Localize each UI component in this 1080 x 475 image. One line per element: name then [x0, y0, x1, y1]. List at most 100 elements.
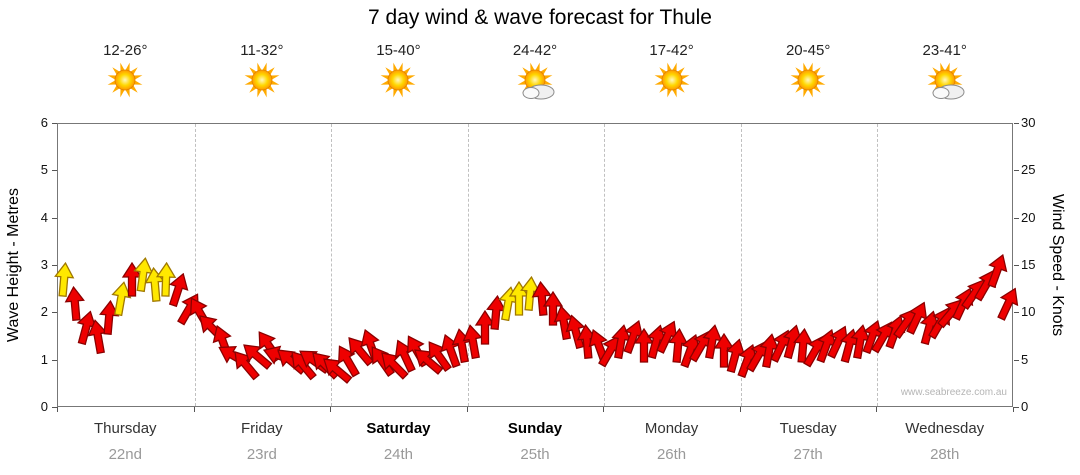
left-axis-tick-label: 5 [40, 162, 48, 178]
wind-arrow [380, 352, 409, 381]
left-axis-tick [52, 170, 57, 172]
x-axis-tick [1013, 407, 1014, 412]
wind-arrow [64, 285, 86, 321]
day-grid-line [467, 124, 469, 406]
right-axis-tick-label: 20 [1021, 209, 1036, 225]
day-name-label: Friday [241, 420, 283, 437]
chart-title: 7 day wind & wave forecast for Thule [368, 6, 712, 29]
left-axis-tick [52, 123, 57, 124]
wind-arrow [428, 341, 453, 372]
left-axis-tick-label: 4 [40, 209, 48, 225]
left-axis-tick [52, 217, 57, 219]
right-axis-tick-label: 0 [1021, 399, 1029, 414]
wind-arrow [338, 344, 361, 378]
x-axis-tick [739, 407, 741, 412]
wind-arrow [486, 295, 507, 331]
left-axis-tick [52, 407, 57, 408]
right-axis-tick-label: 5 [1021, 351, 1029, 367]
wind-arrow [850, 323, 871, 359]
wind-arrow [53, 262, 75, 298]
day-grid-line [740, 124, 742, 406]
day-date-label: 28th [930, 446, 960, 463]
wind-arrow [474, 309, 495, 345]
left-axis-tick [52, 359, 57, 361]
wind-arrow [725, 338, 746, 374]
wind-arrow [87, 319, 108, 355]
left-axis-tick [52, 265, 57, 266]
day-date-label: 25th [520, 446, 550, 463]
partly-cloudy-icon [922, 62, 968, 106]
left-axis-tick-label: 6 [40, 115, 48, 130]
sun-icon [102, 62, 148, 106]
sun-icon [649, 62, 695, 106]
right-axis-tick-label: 30 [1021, 115, 1036, 130]
sun-icon [785, 62, 831, 106]
right-axis-tick-label: 25 [1021, 162, 1036, 178]
wind-arrow [133, 257, 154, 293]
right-axis-tick [1014, 312, 1019, 314]
left-axis-tick [52, 312, 57, 314]
left-axis-tick-label: 1 [40, 351, 48, 367]
wind-arrow [322, 358, 353, 385]
x-axis-tick [876, 407, 878, 412]
plot-area: www.seabreeze.com.au [53, 123, 1019, 407]
day-grid-line [194, 124, 196, 406]
wind-arrow [234, 351, 260, 381]
wind-arrow [656, 320, 678, 354]
wind-arrow [531, 280, 552, 317]
temperature-label: 17-42° [649, 42, 694, 59]
right-axis-tick [1014, 123, 1019, 124]
day-date-label: 24th [383, 446, 414, 463]
temperature-label: 20-45° [785, 42, 831, 59]
wind-arrow [243, 344, 273, 370]
x-axis-tick [193, 407, 195, 412]
left-axis-tick-label: 2 [40, 304, 48, 320]
wind-arrow [702, 323, 723, 359]
wind-arrow [997, 287, 1019, 321]
wind-arrow [413, 348, 444, 375]
wind-arrow [462, 323, 484, 359]
day-name-label: Thursday [94, 420, 157, 437]
day-grid-line [331, 124, 333, 406]
wind-arrow [110, 281, 132, 317]
temperature-label: 24-42° [512, 42, 558, 59]
wind-arrow [290, 351, 317, 381]
right-axis-tick [1014, 407, 1019, 408]
watermark: www.seabreeze.com.au [900, 387, 1007, 398]
day-date-label: 22nd [108, 446, 142, 463]
x-axis-tick [57, 407, 58, 412]
wind-arrow [906, 301, 928, 335]
day-date-label: 26th [656, 446, 687, 463]
right-axis-tick [1014, 217, 1019, 219]
right-axis-tick-label: 10 [1021, 304, 1036, 320]
wind-arrow [826, 325, 848, 359]
temperature-label: 11-32° [240, 42, 284, 59]
x-axis-tick [466, 407, 468, 412]
day-date-label: 27th [793, 446, 823, 463]
right-axis-tick-label: 15 [1021, 257, 1036, 272]
wind-arrow [168, 272, 188, 307]
wind-arrow [99, 299, 120, 336]
day-name-label: Sunday [507, 420, 563, 437]
x-axis-tick [330, 407, 332, 412]
wind-arrow [816, 329, 837, 364]
temperature-label: 23-41° [922, 42, 967, 59]
left-axis-tick-label: 3 [40, 257, 48, 272]
temperature-label: 12-26° [103, 42, 148, 59]
partly-cloudy-icon [512, 62, 558, 106]
wind-arrow [77, 309, 97, 345]
day-name-label: Wednesday [905, 420, 985, 437]
right-axis-tick [1014, 170, 1019, 172]
wind-arrow [565, 314, 586, 350]
wind-arrow [520, 276, 541, 312]
wind-arrow [156, 261, 177, 297]
wind-arrow [987, 253, 1008, 288]
day-name-label: Saturday [366, 420, 431, 437]
wind-arrow [576, 323, 598, 359]
right-axis-tick [1014, 265, 1019, 266]
day-name-label: Tuesday [779, 420, 837, 437]
wind-arrow [623, 319, 644, 355]
day-grid-line [604, 124, 606, 406]
wind-arrow [713, 333, 734, 368]
